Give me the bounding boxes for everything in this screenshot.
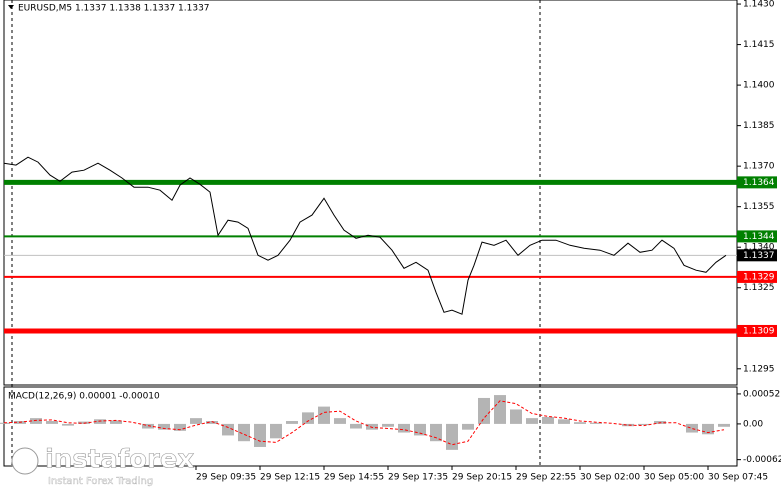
level-label: 1.1329 — [743, 272, 775, 282]
histogram-bar — [318, 406, 330, 424]
x-tick-label: 30 Sep 07:45 — [708, 473, 768, 483]
y-tick-label: 1.1430 — [743, 0, 775, 10]
histogram-bar — [590, 422, 602, 424]
histogram-bar — [638, 423, 650, 426]
histogram-bar — [270, 423, 282, 439]
histogram-bar — [110, 420, 122, 424]
histogram-bar — [366, 423, 378, 430]
macd-title: MACD(12,26,9) 0.00001 -0.00010 — [8, 392, 160, 402]
histogram-bar — [254, 423, 266, 447]
y-tick-label: 1.1355 — [743, 202, 775, 212]
histogram-bar — [430, 423, 442, 442]
histogram-bar — [94, 419, 106, 424]
histogram-bar — [286, 421, 298, 424]
menu-arrow — [8, 5, 14, 9]
y-tick-label: 1.1415 — [743, 40, 775, 50]
histogram-bar — [542, 416, 554, 424]
x-tick-label: 29 Sep 12:15 — [260, 473, 320, 483]
x-tick-label: 30 Sep 05:00 — [644, 473, 704, 483]
x-tick-label: 29 Sep 14:55 — [324, 473, 384, 483]
histogram-bar — [350, 423, 362, 429]
price-line — [3, 156, 727, 315]
x-tick-label: 29 Sep 09:35 — [196, 473, 256, 483]
y-tick-label: 1.1370 — [743, 162, 775, 172]
histogram-bar — [446, 423, 458, 450]
y-tick-label: 0.00052 — [743, 389, 780, 399]
level-label: 1.1344 — [743, 232, 775, 242]
current-price-box — [737, 249, 777, 262]
watermark-logo — [11, 447, 39, 475]
histogram-bar — [686, 423, 698, 433]
histogram-bar — [222, 423, 234, 436]
level-label-box — [737, 270, 777, 283]
histogram-bar — [142, 423, 154, 429]
current-price-label: 1.1337 — [743, 251, 775, 261]
histogram-bar — [30, 418, 42, 424]
histogram-bar — [62, 423, 74, 426]
histogram-bar — [174, 423, 186, 431]
histogram-bar — [478, 397, 490, 424]
histogram-bar — [190, 418, 202, 424]
histogram-bar — [494, 395, 506, 424]
histogram-bar — [206, 421, 218, 424]
histogram-bar — [414, 423, 426, 436]
histogram-bar — [78, 421, 90, 424]
x-tick-label: 29 Sep 22:55 — [516, 473, 576, 483]
x-tick-label: 30 Sep 02:00 — [580, 473, 640, 483]
histogram-bar — [574, 422, 586, 424]
histogram-bar — [462, 423, 474, 430]
histogram-bar — [0, 422, 10, 424]
histogram-bar — [718, 423, 730, 427]
y-tick-label: 1.1385 — [743, 121, 775, 131]
watermark-brand: instaforex — [45, 445, 195, 475]
level-label: 1.1309 — [743, 326, 775, 336]
level-label-box — [737, 176, 777, 189]
histogram-bar — [558, 419, 570, 424]
watermark: instaforex Instant Forex Trading — [11, 444, 195, 487]
histogram-bar — [238, 423, 250, 442]
histogram-bar — [398, 423, 410, 433]
y-tick-label: 0.00 — [743, 419, 763, 429]
histogram-bar — [526, 418, 538, 424]
histogram-bar — [622, 423, 634, 427]
y-tick-label: 1.1400 — [743, 81, 775, 91]
histogram-bar — [702, 423, 714, 435]
level-label-box — [737, 230, 777, 243]
histogram-bar — [302, 412, 314, 424]
main-panel — [3, 0, 738, 386]
y-tick-label: 1.1325 — [743, 283, 775, 293]
y-tick-label: -0.00062 — [743, 455, 781, 465]
chart-title: EURUSD,M5 1.1337 1.1338 1.1337 1.1337 — [18, 4, 210, 14]
y-tick-label: 1.1340 — [743, 243, 775, 253]
histogram-bar — [510, 409, 522, 424]
x-tick-label: 29 Sep 17:35 — [388, 473, 448, 483]
level-label: 1.1364 — [743, 178, 775, 188]
histogram-bar — [158, 423, 170, 430]
level-label-box — [737, 324, 777, 337]
y-tick-label: 1.1295 — [743, 364, 775, 374]
histogram-bar — [334, 418, 346, 424]
signal-line — [3, 400, 725, 446]
histogram-bar — [382, 423, 394, 427]
x-tick-label: 29 Sep 20:15 — [452, 473, 512, 483]
histogram-bar — [46, 421, 58, 424]
watermark-tagline: Instant Forex Trading — [48, 476, 153, 487]
